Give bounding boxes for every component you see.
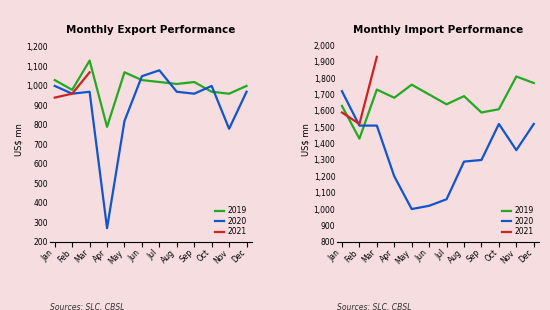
2019 <box>156 80 163 84</box>
Legend: 2019, 2020, 2021: 2019, 2020, 2021 <box>500 205 535 238</box>
2019 <box>208 90 215 94</box>
2021 <box>356 122 362 126</box>
2019 <box>243 84 250 88</box>
2020 <box>356 124 362 127</box>
2019 <box>86 59 93 62</box>
2019 <box>139 78 145 82</box>
Y-axis label: US$ mn: US$ mn <box>302 123 311 156</box>
2020 <box>52 84 58 88</box>
2020 <box>121 119 128 123</box>
2019 <box>121 70 128 74</box>
Line: 2019: 2019 <box>342 77 534 139</box>
2020 <box>530 122 537 126</box>
Line: 2021: 2021 <box>342 57 377 124</box>
2020 <box>208 84 215 88</box>
2020 <box>409 207 415 211</box>
Line: 2019: 2019 <box>55 60 246 127</box>
2020 <box>86 90 93 94</box>
2020 <box>443 197 450 201</box>
2021 <box>373 55 380 59</box>
2019 <box>52 78 58 82</box>
2019 <box>530 81 537 85</box>
2021 <box>339 111 345 114</box>
2019 <box>409 83 415 86</box>
2020 <box>243 90 250 94</box>
Line: 2021: 2021 <box>55 72 90 98</box>
2019 <box>69 88 75 92</box>
2020 <box>426 204 432 208</box>
2019 <box>339 104 345 108</box>
2019 <box>391 96 398 100</box>
2020 <box>156 69 163 72</box>
2020 <box>191 92 197 95</box>
2020 <box>513 148 520 152</box>
2019 <box>478 111 485 114</box>
2019 <box>104 125 111 129</box>
Line: 2020: 2020 <box>342 91 534 209</box>
2019 <box>461 94 468 98</box>
2021 <box>52 96 58 100</box>
2020 <box>496 122 502 126</box>
2020 <box>139 74 145 78</box>
2020 <box>391 175 398 178</box>
Text: Sources: SLC, CBSL: Sources: SLC, CBSL <box>50 303 124 310</box>
2020 <box>478 158 485 162</box>
2020 <box>104 226 111 230</box>
2021 <box>69 92 75 95</box>
2020 <box>339 89 345 93</box>
2020 <box>173 90 180 94</box>
2020 <box>373 124 380 127</box>
2019 <box>226 92 233 95</box>
2019 <box>373 88 380 91</box>
Line: 2020: 2020 <box>55 70 246 228</box>
2020 <box>226 127 233 131</box>
2019 <box>356 137 362 140</box>
2019 <box>191 80 197 84</box>
Text: Sources: SLC, CBSL: Sources: SLC, CBSL <box>337 303 411 310</box>
2019 <box>173 82 180 86</box>
Legend: 2019, 2020, 2021: 2019, 2020, 2021 <box>213 205 248 238</box>
2019 <box>426 93 432 96</box>
2019 <box>443 102 450 106</box>
2020 <box>69 92 75 95</box>
2020 <box>461 160 468 163</box>
2019 <box>496 107 502 111</box>
2019 <box>513 75 520 78</box>
2021 <box>86 70 93 74</box>
Title: Monthly Export Performance: Monthly Export Performance <box>66 25 235 35</box>
Title: Monthly Import Performance: Monthly Import Performance <box>353 25 523 35</box>
Y-axis label: US$ mn: US$ mn <box>15 123 24 156</box>
